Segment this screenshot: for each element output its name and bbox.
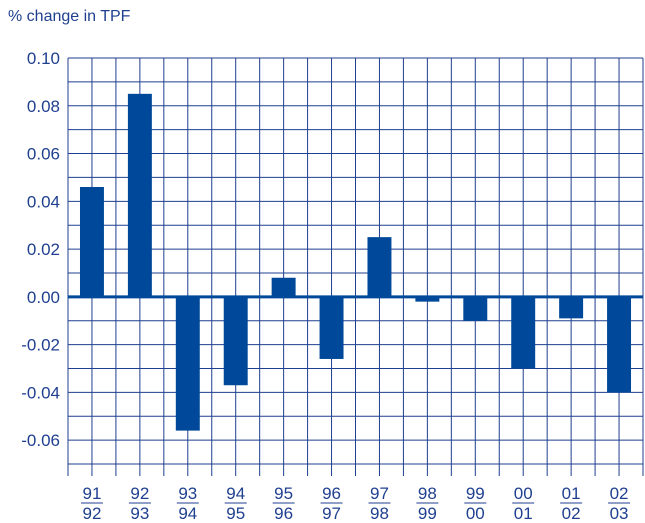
y-tick-label: 0.00 <box>27 288 60 307</box>
x-tick-label-bottom: 94 <box>178 504 197 523</box>
y-tick-label: 0.10 <box>27 49 60 68</box>
bar <box>511 296 536 369</box>
x-tick-label-bottom: 97 <box>322 504 341 523</box>
y-tick-label: 0.04 <box>27 192 60 211</box>
y-axis-label: % change in TPF <box>8 8 131 25</box>
x-tick-label-top: 96 <box>322 484 341 503</box>
x-tick-label-bottom: 99 <box>418 504 437 523</box>
bar <box>175 296 200 431</box>
bar <box>415 296 440 302</box>
x-tick-label-top: 02 <box>610 484 629 503</box>
y-tick-label: -0.02 <box>21 336 60 355</box>
x-tick-label-bottom: 03 <box>610 504 629 523</box>
y-tick-label: 0.02 <box>27 240 60 259</box>
bar <box>271 277 296 297</box>
x-tick-label-bottom: 00 <box>466 504 485 523</box>
bar <box>367 237 392 297</box>
y-tick-label: -0.04 <box>21 383 60 402</box>
bar <box>463 296 488 321</box>
x-tick-label-top: 98 <box>418 484 437 503</box>
x-tick-label-top: 00 <box>514 484 533 503</box>
bar <box>127 93 152 297</box>
x-tick-label-bottom: 93 <box>130 504 149 523</box>
x-tick-label-top: 97 <box>370 484 389 503</box>
x-tick-label-bottom: 02 <box>562 504 581 523</box>
bar <box>607 296 632 393</box>
x-tick-label-top: 99 <box>466 484 485 503</box>
y-tick-label: 0.08 <box>27 97 60 116</box>
bar <box>319 296 344 359</box>
x-tick-label-top: 01 <box>562 484 581 503</box>
x-tick-label-bottom: 98 <box>370 504 389 523</box>
x-tick-label-bottom: 95 <box>226 504 245 523</box>
x-tick-label-top: 94 <box>226 484 245 503</box>
x-tick-label-bottom: 92 <box>82 504 101 523</box>
bar <box>223 296 248 386</box>
x-tick-label-top: 93 <box>178 484 197 503</box>
x-tick-label-top: 92 <box>130 484 149 503</box>
x-tick-label-top: 95 <box>274 484 293 503</box>
bar <box>79 186 104 297</box>
bar <box>559 296 584 319</box>
x-tick-label-top: 91 <box>82 484 101 503</box>
x-tick-label-bottom: 01 <box>514 504 533 523</box>
x-tick-label-bottom: 96 <box>274 504 293 523</box>
y-tick-label: -0.06 <box>21 431 60 450</box>
y-tick-label: 0.06 <box>27 145 60 164</box>
